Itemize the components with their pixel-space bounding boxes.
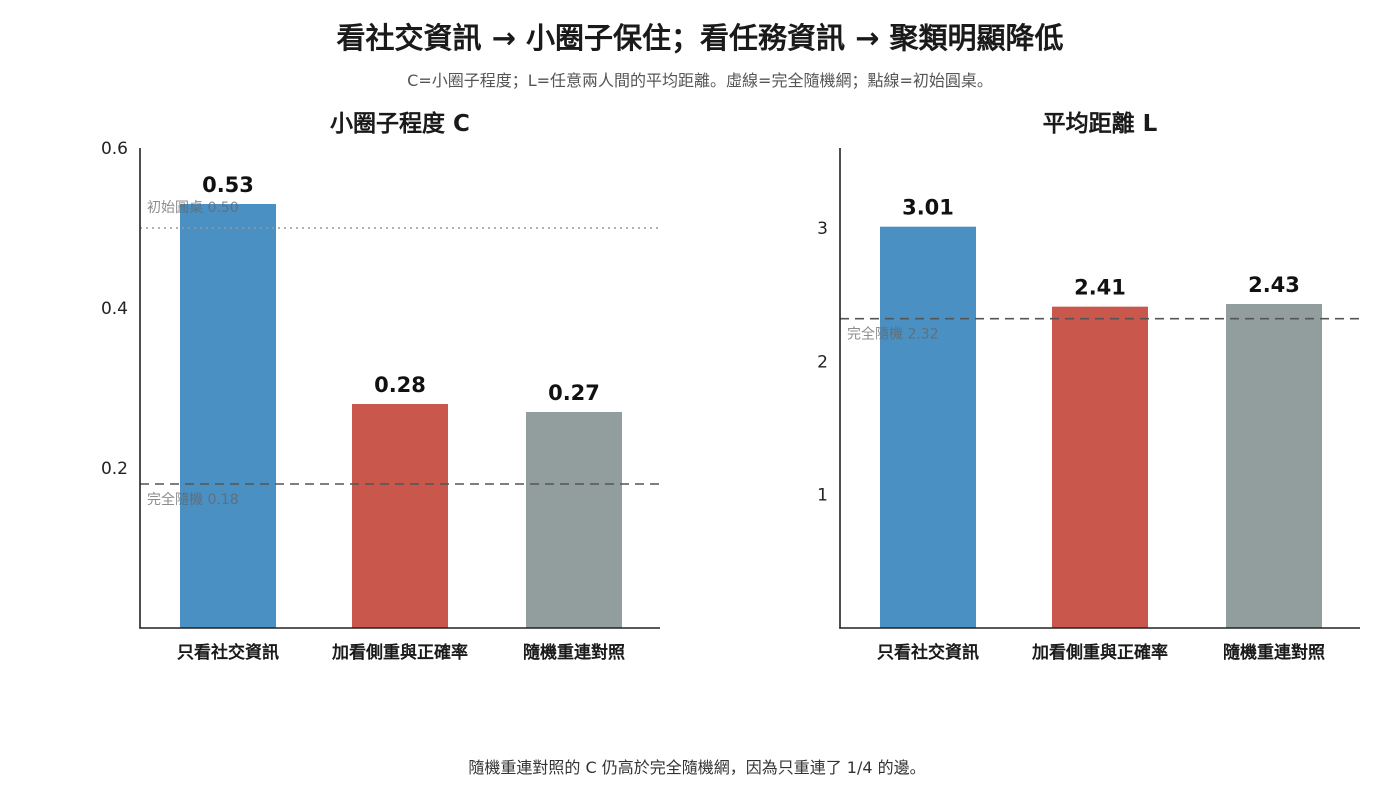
chart-subtitle: C=小圈子程度；L=任意兩人間的平均距離。虛線=完全隨機網；點線=初始圓桌。 [407, 71, 993, 90]
y-tick-label: 0.4 [101, 299, 128, 319]
bar-value-label: 0.53 [202, 173, 254, 197]
y-tick-label: 3 [817, 219, 828, 239]
reference-line-label: 完全隨機 2.32 [847, 326, 939, 343]
bar-1 [180, 204, 276, 628]
chart-footnote: 隨機重連對照的 C 仍高於完全隨機網，因為只重連了 1/4 的邊。 [468, 758, 925, 777]
y-tick-label: 0.2 [101, 459, 128, 479]
y-tick-label: 0.6 [101, 139, 128, 159]
bar-value-label: 0.28 [374, 373, 426, 397]
x-category-label: 只看社交資訊 [877, 642, 979, 663]
bar-value-label: 2.43 [1248, 273, 1300, 297]
panel-clustering: 小圈子程度 C 初始圓桌 0.50 完全隨機 0.18 0.53 0.28 0.27 0.… [101, 110, 660, 663]
bar-value-label: 0.27 [548, 381, 600, 405]
y-tick-label: 1 [817, 486, 828, 506]
y-tick-label: 2 [817, 352, 828, 372]
x-category-label: 只看社交資訊 [177, 642, 279, 663]
bar-1 [880, 226, 976, 628]
panel-title-clustering: 小圈子程度 C [330, 110, 470, 137]
x-category-label: 加看側重與正確率 [331, 642, 468, 663]
bar-3 [526, 412, 622, 628]
x-category-label: 隨機重連對照 [523, 642, 625, 663]
reference-line-label: 完全隨機 0.18 [147, 491, 239, 508]
x-category-label: 加看側重與正確率 [1031, 642, 1168, 663]
chart-title: 看社交資訊 → 小圈子保住；看任務資訊 → 聚類明顯降低 [337, 21, 1064, 55]
bar-2 [352, 404, 448, 628]
bar-3 [1226, 304, 1322, 628]
x-category-label: 隨機重連對照 [1223, 642, 1325, 663]
panel-path-length: 平均距離 L 完全隨機 2.32 3.01 2.41 2.43 1 2 3 只看社交資訊 加看側… [817, 110, 1360, 663]
panel-title-path-length: 平均距離 L [1043, 110, 1158, 137]
bar-value-label: 2.41 [1074, 276, 1126, 300]
reference-line-label: 初始圓桌 0.50 [147, 199, 239, 216]
bar-2 [1052, 306, 1148, 628]
bar-value-label: 3.01 [902, 196, 954, 220]
